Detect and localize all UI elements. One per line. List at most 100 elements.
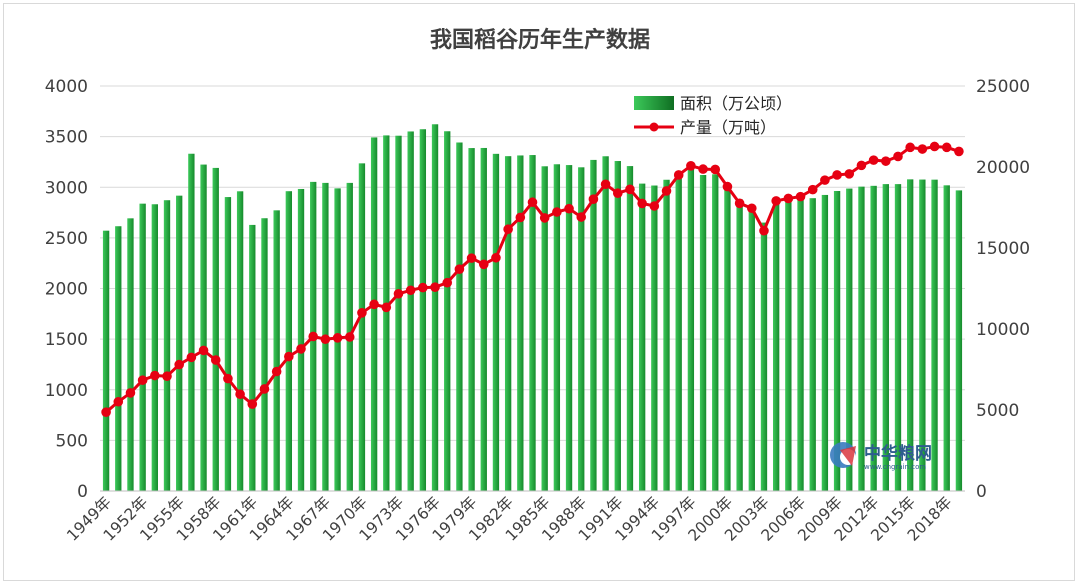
bar-area-2018年 xyxy=(943,185,950,492)
legend: 面积（万公顷） 产量（万吨） xyxy=(634,94,792,137)
point-production-2017年 xyxy=(929,141,940,152)
point-production-1994年 xyxy=(649,201,660,211)
bar-area-1999年 xyxy=(712,174,719,492)
bar-area-1973年 xyxy=(395,135,402,491)
y-axis-right: 0 5000 10000 15000 20000 25000 xyxy=(976,77,1030,502)
watermark: 中华粮网 www.cngrain.com xyxy=(830,442,932,471)
watermark-logo-mark xyxy=(840,446,856,466)
bar-area-2004年 xyxy=(772,203,780,491)
bar-area-1984年 xyxy=(529,155,536,492)
point-production-2018年 xyxy=(941,142,952,153)
bar-area-1988年 xyxy=(578,167,585,491)
point-production-1973年 xyxy=(393,288,404,299)
y-axis-left: 0 500 1000 1500 2000 2500 3000 3500 4000 xyxy=(45,77,88,502)
y-left-tick-label: 1500 xyxy=(45,330,88,350)
point-production-1995年 xyxy=(661,186,672,196)
bar-area-2014年 xyxy=(894,184,902,491)
point-production-1976年 xyxy=(430,282,440,292)
bar-area-1955年 xyxy=(176,195,183,491)
point-production-1966年 xyxy=(308,331,319,342)
point-production-2001年 xyxy=(734,198,745,209)
point-production-1963年 xyxy=(271,366,282,377)
bar-area-1965年 xyxy=(297,188,305,491)
bar-area-1970年 xyxy=(358,163,366,492)
point-production-2013年 xyxy=(881,156,891,166)
bar-area-1980年 xyxy=(480,147,487,491)
bar-area-2007年 xyxy=(809,198,816,491)
point-production-1956年 xyxy=(186,352,197,363)
point-production-2009年 xyxy=(832,170,842,180)
bar-area-2008年 xyxy=(821,194,829,491)
bar-area-1952年 xyxy=(139,203,146,491)
watermark-name: 中华粮网 xyxy=(864,443,932,464)
bar-area-2016年 xyxy=(919,179,926,491)
bar-area-1951年 xyxy=(127,218,134,492)
bar-area-1990年 xyxy=(602,156,609,491)
bar-area-1991年 xyxy=(614,161,621,491)
point-production-1992年 xyxy=(625,184,635,195)
point-production-1957年 xyxy=(198,345,209,356)
point-production-1984年 xyxy=(527,197,538,208)
bar-area-1950年 xyxy=(115,226,122,491)
production-line xyxy=(101,141,964,417)
point-production-2007年 xyxy=(807,184,818,195)
point-production-2014年 xyxy=(893,151,903,162)
point-production-2010年 xyxy=(844,169,855,179)
y-right-tick-label: 15000 xyxy=(976,239,1030,259)
point-production-1987年 xyxy=(564,203,574,214)
point-production-1993年 xyxy=(637,198,647,209)
bar-area-2003年 xyxy=(760,222,768,491)
bar-area-2005年 xyxy=(785,198,792,492)
point-production-1978年 xyxy=(454,264,465,274)
bar-area-1959年 xyxy=(224,197,232,492)
bar-area-1956年 xyxy=(188,153,195,491)
point-production-1985年 xyxy=(539,213,550,223)
point-production-1988年 xyxy=(576,212,587,222)
point-production-1949年 xyxy=(101,407,111,417)
bar-area-1957年 xyxy=(200,164,207,491)
point-production-2006年 xyxy=(795,191,806,202)
y-right-tick-label: 20000 xyxy=(976,158,1030,178)
point-production-1974年 xyxy=(405,285,416,296)
point-production-1950年 xyxy=(113,396,124,407)
bar-area-1971年 xyxy=(370,137,378,491)
legend-marker-production xyxy=(649,122,659,132)
bar-area-1995年 xyxy=(663,179,670,491)
y-left-tick-label: 1000 xyxy=(45,381,88,401)
point-production-1997年 xyxy=(686,161,696,171)
bar-area-1985年 xyxy=(541,166,548,491)
bar-area-1997年 xyxy=(687,169,695,492)
y-left-tick-label: 2500 xyxy=(45,229,88,249)
y-right-tick-label: 10000 xyxy=(976,320,1030,340)
bar-area-1975年 xyxy=(419,129,427,491)
point-production-2004年 xyxy=(771,196,781,206)
bar-area-2009年 xyxy=(833,190,841,491)
bar-area-1982年 xyxy=(504,156,512,491)
point-production-1962年 xyxy=(259,384,270,394)
point-production-2012年 xyxy=(868,155,879,165)
bar-area-2001年 xyxy=(736,199,743,491)
bar-area-1978年 xyxy=(456,142,463,491)
point-production-1975年 xyxy=(418,282,428,293)
bar-area-1974年 xyxy=(407,131,414,491)
point-production-1968年 xyxy=(332,333,343,343)
legend-label-production: 产量（万吨） xyxy=(680,118,776,137)
point-production-2000年 xyxy=(722,181,733,192)
point-production-1989年 xyxy=(588,194,599,204)
y-left-tick-label: 0 xyxy=(77,482,88,502)
bar-area-1960年 xyxy=(236,191,244,492)
bar-area-1963年 xyxy=(273,210,280,491)
point-production-1958年 xyxy=(210,355,221,365)
point-production-2015年 xyxy=(905,142,915,153)
bar-area-1979年 xyxy=(468,148,475,491)
bar-area-1994年 xyxy=(651,185,658,491)
bar-area-1998年 xyxy=(699,174,707,491)
bar-area-1964年 xyxy=(285,191,293,492)
bar-area-1996年 xyxy=(675,172,682,491)
y-right-tick-label: 25000 xyxy=(976,77,1030,97)
point-production-2003年 xyxy=(759,225,769,236)
bar-area-2019年 xyxy=(955,190,963,492)
area-bars xyxy=(102,124,963,492)
y-left-tick-label: 2000 xyxy=(45,280,88,300)
point-production-1971年 xyxy=(369,299,379,310)
